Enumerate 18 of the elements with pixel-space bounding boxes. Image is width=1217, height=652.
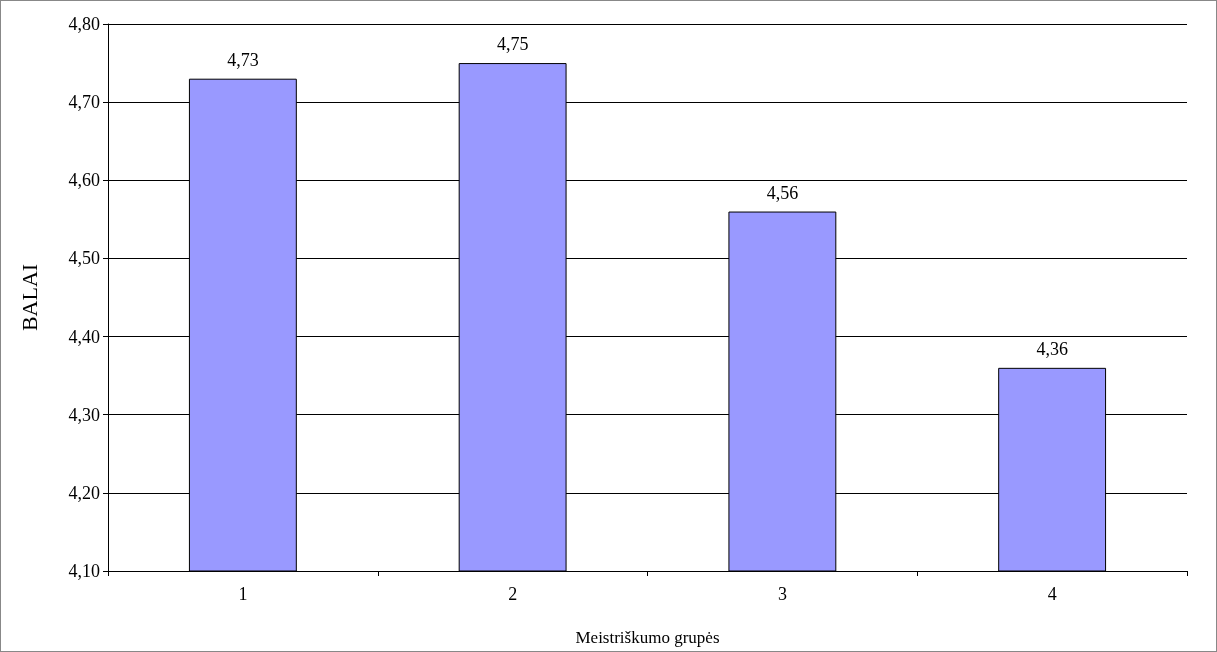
data-label: 4,73	[227, 49, 259, 70]
y-tick-label: 4,30	[68, 404, 100, 425]
y-tick-label: 4,80	[68, 14, 100, 34]
y-tick-label: 4,10	[68, 561, 100, 581]
x-tick-label: 4	[1047, 584, 1057, 604]
x-tick-label: 2	[508, 584, 518, 604]
x-axis-title: Meistriškumo grupės	[575, 628, 720, 647]
y-tick-label: 4,40	[68, 326, 100, 347]
data-label: 4,75	[496, 34, 529, 55]
data-label: 4,36	[1036, 338, 1068, 359]
data-label: 4,56	[766, 182, 799, 203]
y-tick-label: 4,50	[68, 248, 100, 269]
y-tick-label: 4,20	[68, 482, 100, 503]
x-tick-label: 3	[777, 584, 787, 604]
x-tick-label: 1	[238, 584, 248, 604]
y-tick-label: 4,70	[68, 92, 100, 113]
y-tick-label: 4,60	[68, 170, 100, 191]
y-axis-title: BALAI	[16, 263, 42, 332]
